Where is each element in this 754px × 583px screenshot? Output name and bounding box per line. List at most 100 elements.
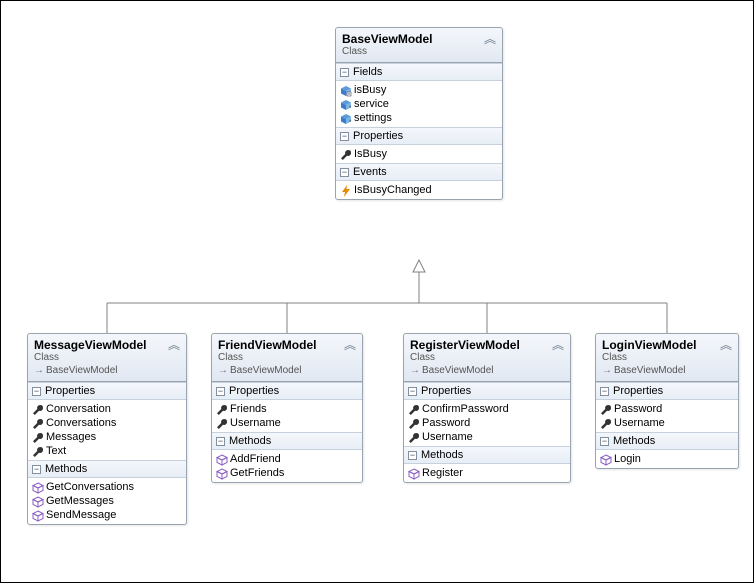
members-list: Register xyxy=(404,464,570,482)
property-member[interactable]: Conversations xyxy=(28,416,186,430)
method-member[interactable]: GetFriends xyxy=(212,466,362,480)
class-loginviewmodel[interactable]: LoginViewModel Class →BaseViewModel ︽ −P… xyxy=(595,333,739,469)
property-member[interactable]: Password xyxy=(596,402,738,416)
section-title: Properties xyxy=(229,385,279,397)
method-member[interactable]: SendMessage xyxy=(28,508,186,522)
inherits-name: BaseViewModel xyxy=(46,365,118,376)
section-header-methods[interactable]: −Methods xyxy=(596,432,738,450)
section-header-properties[interactable]: −Properties xyxy=(28,382,186,400)
member-name: GetMessages xyxy=(46,495,114,507)
section-header-properties[interactable]: −Properties xyxy=(404,382,570,400)
members-list: isBusy *service *settings xyxy=(336,81,502,127)
members-list: IsBusy xyxy=(336,145,502,163)
section-title: Properties xyxy=(45,385,95,397)
class-header: LoginViewModel Class →BaseViewModel ︽ xyxy=(596,334,738,382)
field-member[interactable]: *settings xyxy=(336,111,502,125)
section-title: Properties xyxy=(353,130,403,142)
class-baseviewmodel[interactable]: BaseViewModel Class ︽ − Fields isBusy *s… xyxy=(335,27,503,200)
method-member[interactable]: Register xyxy=(404,466,570,480)
member-name: Password xyxy=(422,417,470,429)
members-list: GetConversations GetMessages SendMessage xyxy=(28,478,186,524)
members-list: Login xyxy=(596,450,738,468)
inherits-label: →BaseViewModel xyxy=(602,365,732,376)
wrench-icon xyxy=(32,432,44,444)
wrench-icon xyxy=(408,432,420,444)
section-header-methods[interactable]: −Methods xyxy=(404,446,570,464)
class-header: RegisterViewModel Class →BaseViewModel ︽ xyxy=(404,334,570,382)
section-header-events[interactable]: − Events xyxy=(336,163,502,181)
class-registerviewmodel[interactable]: RegisterViewModel Class →BaseViewModel ︽… xyxy=(403,333,571,483)
section-title: Properties xyxy=(421,385,471,397)
class-stereotype: Class xyxy=(342,46,496,57)
property-member[interactable]: Username xyxy=(596,416,738,430)
method-icon xyxy=(32,496,44,508)
member-name: Conversation xyxy=(46,403,111,415)
collapse-toggle-icon[interactable]: − xyxy=(340,168,349,177)
collapse-toggle-icon[interactable]: − xyxy=(600,437,609,446)
collapse-toggle-icon[interactable]: − xyxy=(408,387,417,396)
member-name: isBusy xyxy=(354,84,386,96)
class-friendviewmodel[interactable]: FriendViewModel Class →BaseViewModel ︽ −… xyxy=(211,333,363,483)
members-list: AddFriend GetFriends xyxy=(212,450,362,482)
method-icon xyxy=(216,468,228,480)
method-member[interactable]: GetConversations xyxy=(28,480,186,494)
class-stereotype: Class xyxy=(34,352,180,363)
inherits-label: →BaseViewModel xyxy=(218,365,356,376)
class-header: BaseViewModel Class ︽ xyxy=(336,28,502,63)
method-member[interactable]: GetMessages xyxy=(28,494,186,508)
collapse-toggle-icon[interactable]: − xyxy=(408,451,417,460)
class-stereotype: Class xyxy=(602,352,732,363)
class-name: MessageViewModel xyxy=(34,338,180,352)
wrench-icon xyxy=(216,404,228,416)
property-member[interactable]: Username xyxy=(404,430,570,444)
property-member[interactable]: Conversation xyxy=(28,402,186,416)
section-header-methods[interactable]: −Methods xyxy=(212,432,362,450)
chevron-up-icon[interactable]: ︽ xyxy=(168,339,180,351)
member-name: Username xyxy=(422,431,473,443)
property-member[interactable]: ConfirmPassword xyxy=(404,402,570,416)
section-header-methods[interactable]: −Methods xyxy=(28,460,186,478)
property-member[interactable]: IsBusy xyxy=(336,147,502,161)
member-name: Friends xyxy=(230,403,267,415)
property-member[interactable]: Username xyxy=(212,416,362,430)
section-header-properties[interactable]: −Properties xyxy=(212,382,362,400)
field-icon: * xyxy=(340,113,352,125)
chevron-up-icon[interactable]: ︽ xyxy=(344,339,356,351)
collapse-toggle-icon[interactable]: − xyxy=(600,387,609,396)
property-member[interactable]: Text xyxy=(28,444,186,458)
inherits-name: BaseViewModel xyxy=(230,365,302,376)
member-name: Password xyxy=(614,403,662,415)
section-title: Properties xyxy=(613,385,663,397)
chevron-up-icon[interactable]: ︽ xyxy=(552,339,564,351)
wrench-icon xyxy=(600,404,612,416)
method-member[interactable]: Login xyxy=(596,452,738,466)
collapse-toggle-icon[interactable]: − xyxy=(340,132,349,141)
section-header-properties[interactable]: − Properties xyxy=(336,127,502,145)
class-messageviewmodel[interactable]: MessageViewModel Class →BaseViewModel ︽ … xyxy=(27,333,187,525)
chevron-up-icon[interactable]: ︽ xyxy=(720,339,732,351)
wrench-icon xyxy=(32,404,44,416)
property-member[interactable]: Password xyxy=(404,416,570,430)
section-header-properties[interactable]: −Properties xyxy=(596,382,738,400)
collapse-toggle-icon[interactable]: − xyxy=(32,465,41,474)
field-member[interactable]: isBusy xyxy=(336,83,502,97)
member-name: Login xyxy=(614,453,641,465)
member-name: SendMessage xyxy=(46,509,116,521)
property-member[interactable]: Messages xyxy=(28,430,186,444)
wrench-icon xyxy=(32,418,44,430)
method-member[interactable]: AddFriend xyxy=(212,452,362,466)
chevron-up-icon[interactable]: ︽ xyxy=(484,33,496,45)
collapse-toggle-icon[interactable]: − xyxy=(216,437,225,446)
field-member[interactable]: *service xyxy=(336,97,502,111)
wrench-icon xyxy=(340,149,352,161)
member-name: service xyxy=(354,98,389,110)
property-member[interactable]: Friends xyxy=(212,402,362,416)
collapse-toggle-icon[interactable]: − xyxy=(340,68,349,77)
collapse-toggle-icon[interactable]: − xyxy=(32,387,41,396)
member-name: Username xyxy=(230,417,281,429)
section-header-fields[interactable]: − Fields xyxy=(336,63,502,81)
collapse-toggle-icon[interactable]: − xyxy=(216,387,225,396)
inherits-arrow-icon: → xyxy=(34,365,44,376)
members-list: ConfirmPassword Password Username xyxy=(404,400,570,446)
event-member[interactable]: IsBusyChanged xyxy=(336,183,502,197)
